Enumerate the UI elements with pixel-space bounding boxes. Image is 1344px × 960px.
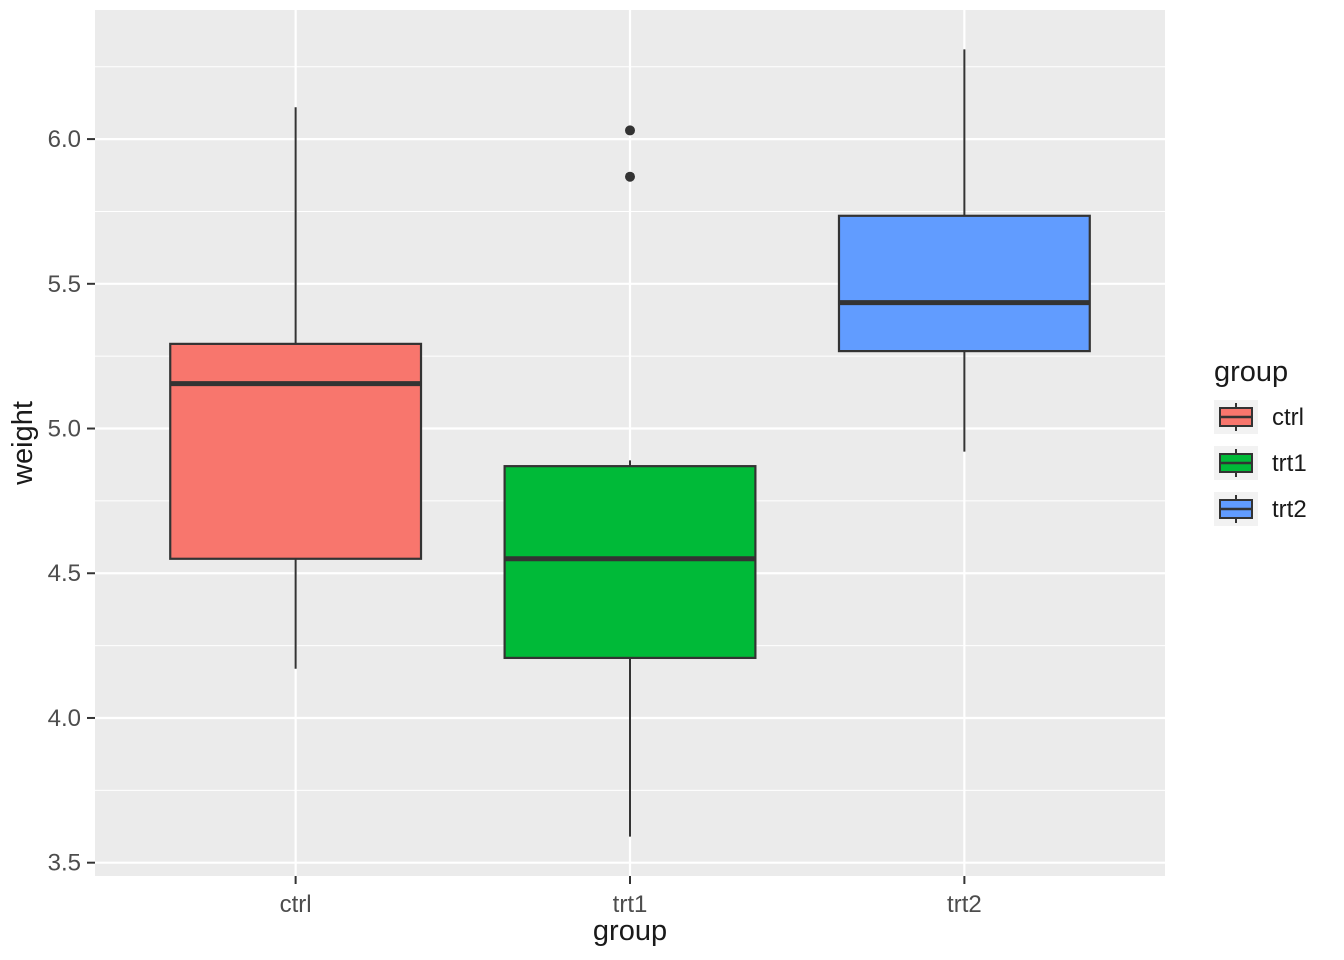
y-tick-label: 4.0 — [48, 705, 81, 732]
y-tick-label: 4.5 — [48, 560, 81, 587]
legend-label: trt1 — [1272, 450, 1307, 477]
axes-layer: 3.5 4.0 4.5 5.0 5.5 6.0 ctrl trt1 trt2 — [48, 126, 982, 918]
y-tick-label: 5.0 — [48, 416, 81, 443]
y-tick-label: 6.0 — [48, 126, 81, 153]
x-tick-label: ctrl — [280, 891, 312, 918]
legend: group ctrl trt1 trt2 — [1214, 356, 1307, 526]
legend-item-trt2: trt2 — [1214, 492, 1307, 526]
box — [169, 342, 423, 560]
legend-label: trt2 — [1272, 496, 1307, 523]
legend-label: ctrl — [1272, 404, 1304, 431]
legend-title: group — [1214, 356, 1288, 388]
y-tick-label: 3.5 — [48, 850, 81, 877]
y-axis-title: weight — [7, 401, 39, 486]
legend-item-trt1: trt1 — [1214, 446, 1307, 480]
x-axis-title: group — [593, 915, 667, 947]
legend-item-ctrl: ctrl — [1214, 400, 1304, 434]
legend-items: ctrl trt1 trt2 — [1214, 400, 1307, 526]
box — [503, 465, 757, 660]
box — [837, 214, 1091, 353]
y-tick-label: 5.5 — [48, 271, 81, 298]
boxplot-ctrl — [169, 107, 423, 669]
x-tick-label: trt2 — [947, 891, 982, 918]
boxplot-trt1 — [503, 125, 757, 837]
outlier-point — [625, 125, 635, 136]
outlier-point — [625, 171, 635, 182]
panel-layer — [95, 10, 1165, 876]
boxplot-trt2 — [837, 49, 1091, 452]
x-tick-label: trt1 — [613, 891, 648, 918]
